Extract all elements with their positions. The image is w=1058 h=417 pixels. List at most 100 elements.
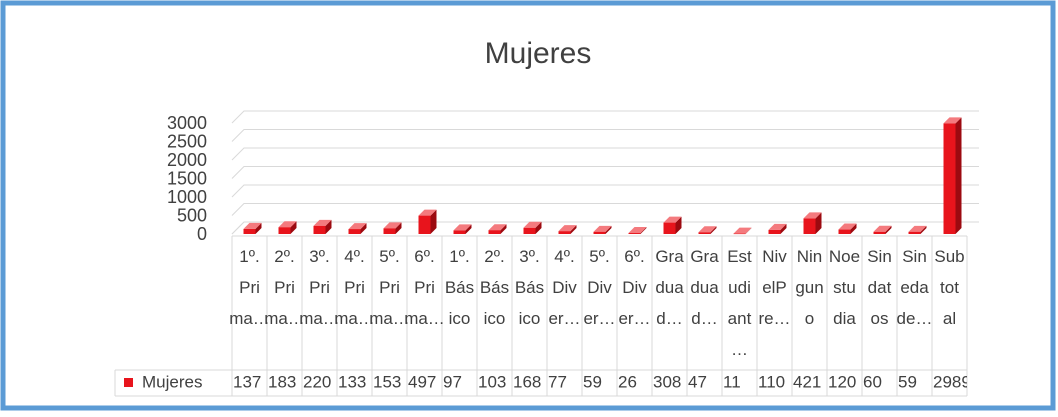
y-tick-label: 0 bbox=[197, 224, 207, 244]
bar-front bbox=[523, 227, 536, 234]
bar bbox=[663, 216, 682, 234]
x-tick-label: 4º. Div er… bbox=[548, 247, 580, 328]
bar-front bbox=[698, 232, 711, 234]
bar-front bbox=[663, 222, 676, 234]
bar-side bbox=[745, 227, 752, 234]
bar-side bbox=[325, 219, 332, 234]
chart-title: Mujeres bbox=[485, 37, 592, 70]
bar-top bbox=[803, 212, 822, 219]
bar bbox=[698, 226, 717, 234]
grid-line bbox=[231, 203, 979, 216]
table-value: 110 bbox=[758, 372, 785, 391]
table-value: 183 bbox=[268, 372, 296, 391]
bar-front bbox=[558, 231, 571, 234]
x-tick-label: Est udi ant… bbox=[727, 247, 752, 359]
x-tick-label: 6º. Div er… bbox=[618, 247, 650, 328]
x-tick-label: 3º. Bás ico bbox=[515, 247, 544, 328]
bar-top bbox=[278, 221, 297, 228]
bar-top bbox=[558, 225, 577, 232]
bar-top bbox=[243, 222, 262, 229]
bar-side bbox=[955, 117, 962, 234]
table-value: 137 bbox=[233, 372, 261, 391]
x-tick-label: 1º. Pri ma… bbox=[229, 247, 270, 328]
bar-side bbox=[710, 226, 717, 234]
x-tick-label: Gra dua d… bbox=[690, 247, 719, 328]
bar bbox=[873, 225, 892, 234]
table-value: 77 bbox=[548, 372, 567, 391]
bar-front bbox=[943, 123, 956, 234]
bar-side bbox=[920, 225, 927, 234]
table-value: 60 bbox=[863, 372, 882, 391]
table-value: 26 bbox=[618, 372, 637, 391]
bar-side bbox=[850, 223, 857, 234]
bar-front bbox=[908, 231, 921, 234]
bar bbox=[488, 224, 507, 234]
bar-front bbox=[418, 215, 431, 234]
bar bbox=[593, 225, 612, 234]
bar bbox=[908, 225, 927, 234]
grid-line bbox=[231, 166, 979, 179]
bar bbox=[278, 221, 297, 234]
bar bbox=[383, 222, 402, 234]
x-tick-label: 5º. Div er… bbox=[583, 247, 615, 328]
bar-top bbox=[838, 223, 857, 230]
table-value: 2989 bbox=[933, 372, 971, 391]
bar-top bbox=[453, 224, 472, 231]
bar-front bbox=[278, 227, 291, 234]
x-tick-label: 1º. Bás ico bbox=[445, 247, 474, 328]
bar-side bbox=[780, 223, 787, 234]
table-value: 59 bbox=[898, 372, 917, 391]
x-tick-label: Sin dat os bbox=[867, 247, 892, 328]
bar-front bbox=[733, 233, 746, 235]
bar bbox=[523, 221, 542, 234]
bar-top bbox=[488, 224, 507, 231]
grid-line bbox=[231, 110, 979, 124]
bar-front bbox=[593, 231, 606, 234]
bar bbox=[348, 223, 367, 234]
bar-side bbox=[255, 222, 262, 234]
bar bbox=[558, 225, 577, 234]
x-tick-label: Gra dua d… bbox=[655, 247, 684, 328]
bar-side bbox=[465, 224, 472, 234]
table-value: 153 bbox=[373, 372, 401, 391]
bar-top bbox=[733, 227, 752, 234]
x-tick-label: Noe stu dia bbox=[829, 247, 860, 328]
bar bbox=[243, 222, 262, 234]
grid-line bbox=[231, 147, 979, 161]
bar-side bbox=[815, 212, 822, 234]
bar bbox=[453, 224, 472, 234]
x-tick-label: Sin eda de… bbox=[897, 247, 933, 328]
bar bbox=[838, 223, 857, 234]
bar-side bbox=[430, 209, 437, 234]
bar bbox=[733, 227, 752, 235]
legend-label: Mujeres bbox=[142, 372, 202, 391]
bar-side bbox=[360, 223, 367, 234]
x-tick-label: 2º. Bás ico bbox=[480, 247, 509, 328]
table-value: 220 bbox=[303, 372, 331, 391]
table-value: 168 bbox=[513, 372, 541, 391]
bar-side bbox=[290, 221, 297, 234]
bar-top bbox=[943, 117, 962, 124]
x-tick-label: Sub tot al bbox=[934, 247, 964, 328]
bar-front bbox=[488, 230, 501, 234]
bar-top bbox=[418, 209, 437, 216]
table-value: 11 bbox=[723, 372, 741, 391]
bar-top bbox=[348, 223, 367, 230]
table-value: 421 bbox=[793, 372, 821, 391]
bar-side bbox=[500, 224, 507, 234]
y-tick-label: 1500 bbox=[167, 168, 207, 188]
grid-line bbox=[231, 129, 979, 142]
bar-top bbox=[383, 222, 402, 229]
x-tick-label: Nin gun o bbox=[795, 247, 823, 328]
bar-top bbox=[628, 227, 647, 234]
y-tick-label: 500 bbox=[177, 205, 207, 225]
bar-side bbox=[675, 216, 682, 234]
bar bbox=[313, 219, 332, 234]
grid-line bbox=[231, 184, 979, 198]
bar-front bbox=[628, 233, 641, 234]
bar-side bbox=[640, 227, 647, 234]
bar-front bbox=[838, 229, 851, 234]
table-value: 97 bbox=[443, 372, 462, 391]
bar-top bbox=[593, 225, 612, 232]
bar-top bbox=[663, 216, 682, 223]
